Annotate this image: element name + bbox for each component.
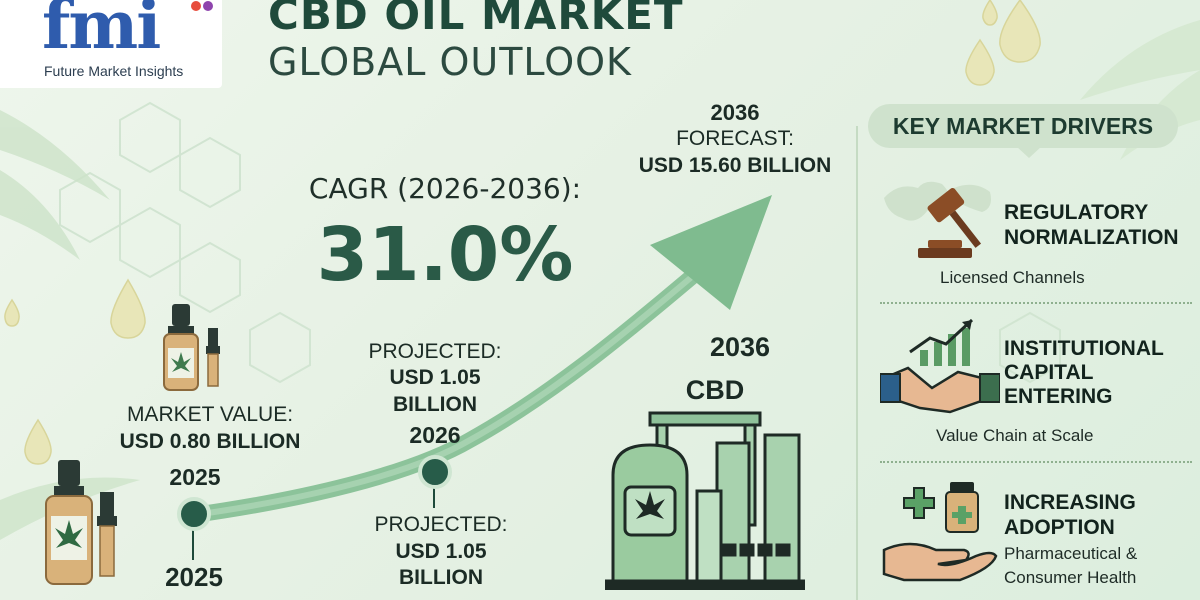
market-value-label: MARKET VALUE: — [126, 403, 294, 426]
cbd-factory-icon — [605, 411, 805, 590]
market-value-year: 2025 — [169, 464, 221, 490]
gavel-world-icon — [884, 181, 991, 258]
page-title-line1: CBD OIL MARKET — [268, 0, 684, 39]
driver-adoption-subtitle-line1: Pharmaceutical & — [1004, 544, 1138, 563]
cbd-bottle-large-icon — [45, 460, 117, 585]
projected-upper-value-line2: BILLION — [393, 393, 477, 416]
driver-adoption-subtitle-line2: Consumer Health — [1004, 568, 1137, 587]
projected-lower-value-line2: BILLION — [399, 566, 483, 589]
projected-upper-label: PROJECTED: — [368, 340, 502, 363]
forecast-year: 2036 — [710, 100, 760, 125]
timeline-dot-2025 — [177, 497, 211, 531]
driver-regulatory-title-line1: REGULATORY — [1004, 201, 1149, 224]
projected-upper-year: 2026 — [409, 422, 461, 448]
panel-divider — [856, 126, 858, 600]
driver-item-adoption: INCREASING ADOPTION Pharmaceutical & Con… — [870, 470, 1200, 600]
driver-capital-title-line1: INSTITUTIONAL — [1004, 337, 1164, 360]
driver-capital-title-line2: CAPITAL — [1004, 361, 1094, 384]
factory-label: CBD — [685, 375, 745, 405]
drivers-divider-2 — [880, 461, 1192, 463]
driver-regulatory-title-line2: NORMALIZATION — [1004, 226, 1179, 249]
driver-capital-subtitle: Value Chain at Scale — [936, 426, 1094, 445]
logo-subtitle: Future Market Insights — [44, 63, 184, 79]
projected-upper-value-line1: USD 1.05 — [389, 366, 481, 389]
driver-item-capital: INSTITUTIONAL CAPITAL ENTERING Value Cha… — [870, 310, 1200, 460]
drivers-divider-1 — [880, 302, 1192, 304]
forecast-value: USD 15.60 BILLION — [638, 154, 832, 177]
drivers-title: KEY MARKET DRIVERS — [868, 104, 1178, 148]
driver-adoption-title-line2: ADOPTION — [1004, 516, 1115, 539]
driver-regulatory-subtitle: Licensed Channels — [940, 268, 1085, 287]
logo-dots-icon — [191, 1, 213, 11]
page-title-line2: GLOBAL OUTLOOK — [268, 40, 632, 84]
driver-capital-title-line3: ENTERING — [1004, 385, 1113, 408]
timeline-year-2025: 2025 — [165, 562, 223, 592]
projected-lower-value-line1: USD 1.05 — [395, 540, 487, 563]
forecast-label: FORECAST: — [676, 127, 794, 150]
timeline-dot-2026 — [418, 455, 452, 489]
hand-medicine-icon — [882, 482, 998, 582]
handshake-chart-icon — [880, 318, 1000, 414]
cagr-value: 31.0% — [316, 212, 574, 298]
driver-adoption-title-line1: INCREASING — [1004, 491, 1136, 514]
driver-item-regulatory: REGULATORY NORMALIZATION Licensed Channe… — [870, 160, 1200, 300]
projected-lower-label: PROJECTED: — [374, 513, 508, 536]
market-value-amount: USD 0.80 BILLION — [119, 430, 301, 453]
cbd-bottle-icon — [163, 304, 220, 391]
logo-container: fmi Future Market Insights — [0, 0, 222, 88]
logo-mark: fmi — [42, 0, 161, 64]
factory-year: 2036 — [709, 332, 771, 362]
cagr-label: CAGR (2026-2036): — [308, 172, 582, 205]
title-pointer-icon — [1016, 146, 1042, 158]
